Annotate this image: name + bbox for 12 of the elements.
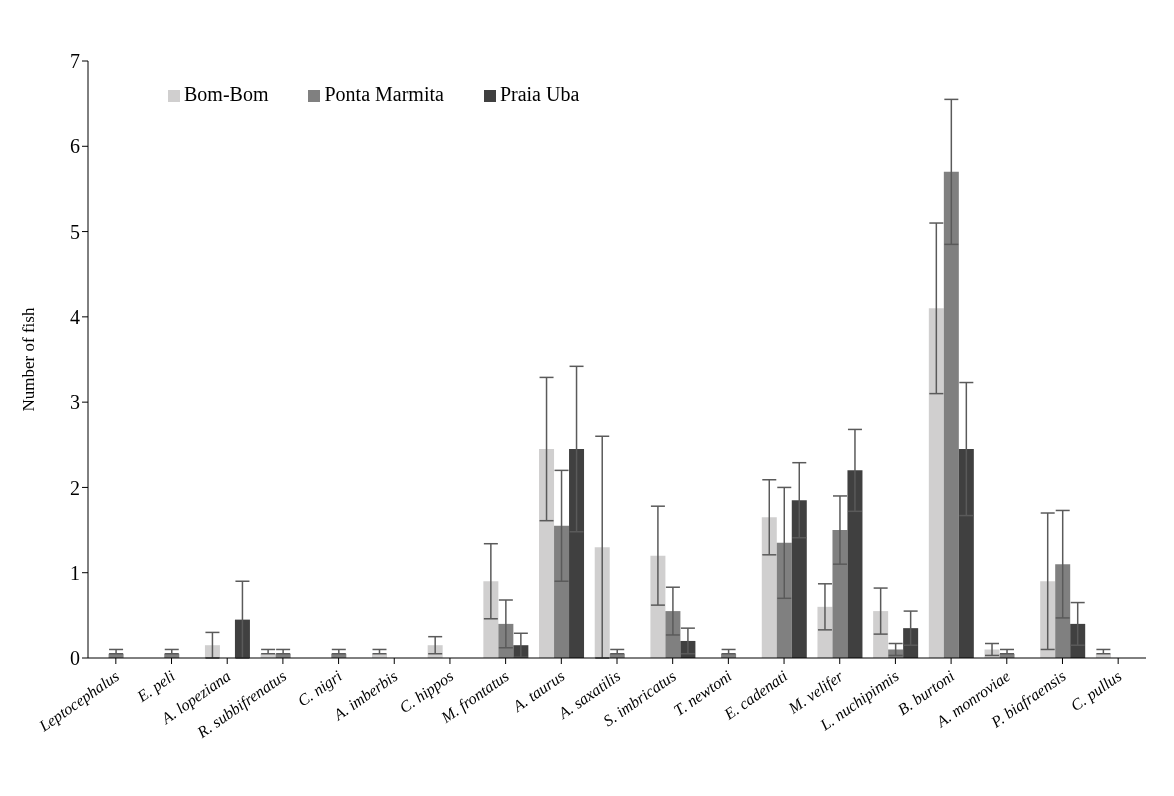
- legend-label: Bom-Bom: [184, 83, 269, 105]
- legend-label: Ponta Marmita: [324, 83, 444, 105]
- y-tick-label: 3: [70, 391, 80, 414]
- y-tick-label: 7: [70, 50, 80, 73]
- y-tick-label: 4: [70, 305, 80, 328]
- y-axis-title: Number of fish: [19, 307, 39, 412]
- y-tick-label: 1: [70, 561, 80, 584]
- y-tick-label: 0: [70, 647, 80, 670]
- y-tick-label: 6: [70, 135, 80, 158]
- y-tick-label: 2: [70, 476, 80, 499]
- y-tick-label: 5: [70, 220, 80, 243]
- legend-label: Praia Uba: [499, 83, 580, 105]
